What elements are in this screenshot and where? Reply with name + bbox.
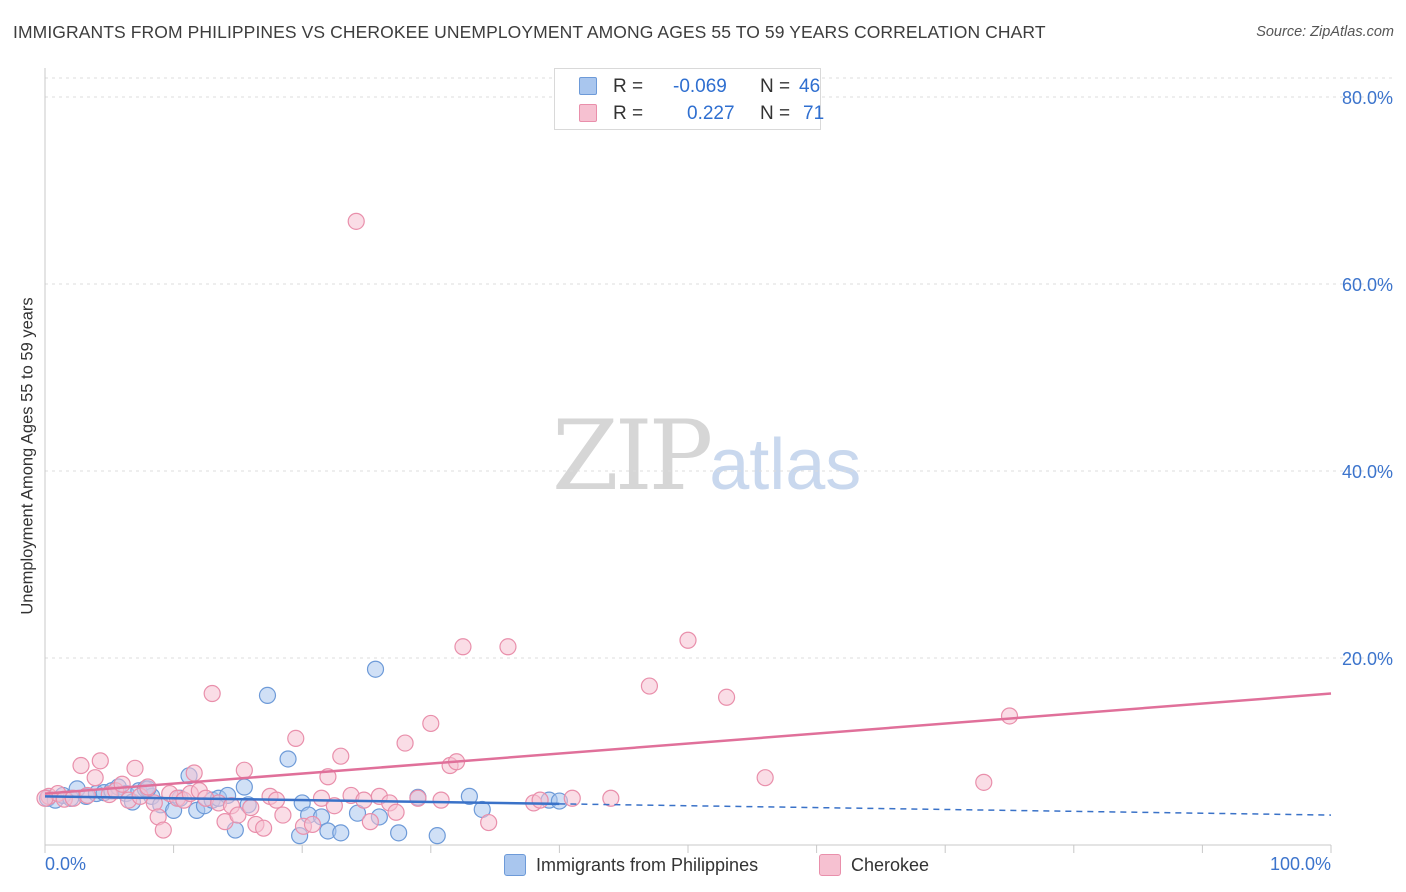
cherokee-point — [499, 638, 517, 656]
legend-item-philippines[interactable]: Immigrants from Philippines — [504, 852, 758, 878]
philippines-point — [332, 824, 350, 842]
stats-box: R = -0.069 N = 46 R = 0.227 N = 71 — [554, 68, 825, 130]
cherokee-point — [396, 734, 414, 752]
philippines-trend-line — [44, 795, 560, 806]
watermark: ZIPatlas — [552, 400, 861, 512]
cherokee-point — [185, 764, 203, 782]
cherokee-point — [563, 789, 581, 807]
stats-r-label: R = — [613, 76, 644, 97]
philippines-point — [258, 686, 277, 705]
cherokee-point — [126, 759, 144, 777]
cherokee-point — [387, 803, 405, 821]
cherokee-point — [229, 806, 247, 824]
cherokee-point — [287, 729, 305, 748]
cherokee-point — [480, 813, 498, 832]
stats-n-label: N = — [760, 103, 791, 124]
y-tick-label: 20.0% — [1342, 649, 1393, 669]
x-tick-label: 0.0% — [45, 854, 86, 874]
stats-r-value: -0.069 — [673, 76, 727, 97]
cherokee-point — [1000, 707, 1019, 725]
stats-r-label: R = — [613, 103, 644, 124]
cherokee-point — [454, 638, 472, 656]
cherokee-point — [113, 775, 131, 793]
cherokee-point — [72, 756, 90, 775]
cherokee-point — [422, 714, 440, 733]
philippines-point — [390, 824, 408, 842]
philippines-point — [279, 750, 297, 768]
philippines-point — [235, 778, 253, 796]
cherokee-point — [303, 815, 322, 834]
x-tick-label: 100.0% — [1270, 854, 1331, 874]
stats-n-value: 46 — [799, 76, 821, 97]
cherokee-point — [312, 789, 331, 807]
y-tick-label: 80.0% — [1342, 88, 1393, 108]
cherokee-point — [531, 791, 549, 809]
stats-swatch-pink — [579, 104, 597, 122]
stats-r-value: 0.227 — [687, 103, 735, 124]
legend-label: Immigrants from Philippines — [536, 854, 759, 875]
watermark-atlas: atlas — [709, 425, 862, 505]
cherokee-point — [91, 752, 109, 770]
cherokee-point — [602, 789, 620, 807]
philippines-point — [460, 787, 478, 805]
cherokee-point — [756, 769, 774, 787]
cherokee-trend-line — [44, 692, 1332, 795]
cherokee-point — [274, 806, 292, 824]
philippines-trend-extension — [559, 803, 1332, 816]
cherokee-point — [255, 819, 273, 837]
y-tick-label: 60.0% — [1342, 275, 1393, 295]
watermark-zip: ZIP — [552, 400, 713, 512]
cherokee-point — [679, 631, 697, 649]
legend-item-cherokee[interactable]: Cherokee — [819, 852, 929, 878]
cherokee-point — [154, 821, 172, 839]
chart-title: IMMIGRANTS FROM PHILIPPINES VS CHEROKEE … — [13, 22, 1046, 42]
cherokee-point — [975, 773, 993, 791]
philippines-point — [366, 660, 385, 678]
source-label: Source: ZipAtlas.com — [1256, 24, 1394, 40]
stats-n-value: 71 — [803, 103, 825, 124]
legend-swatch-blue — [504, 854, 526, 876]
cherokee-point — [86, 769, 104, 787]
cherokee-point — [432, 791, 450, 809]
cherokee-point — [235, 761, 253, 779]
stats-swatch-blue — [579, 77, 597, 95]
legend-swatch-pink — [819, 854, 841, 876]
cherokee-point — [347, 212, 365, 230]
cherokee-point — [640, 677, 659, 695]
stats-n-label: N = — [760, 76, 791, 97]
cherokee-point — [409, 789, 427, 807]
y-tick-label: 40.0% — [1342, 462, 1393, 482]
legend-label: Cherokee — [851, 854, 930, 875]
cherokee-point — [203, 684, 221, 703]
philippines-point — [428, 827, 446, 845]
cherokee-point — [332, 747, 350, 765]
cherokee-point — [242, 798, 260, 817]
cherokee-point — [717, 688, 736, 706]
cherokee-point — [361, 813, 379, 831]
